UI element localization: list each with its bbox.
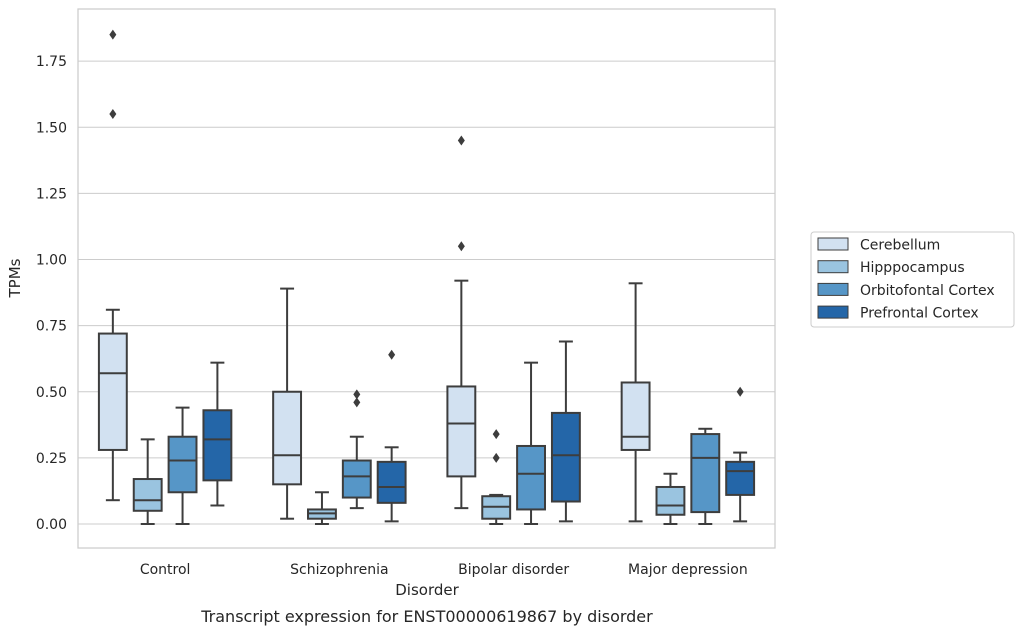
x-tick-label: Control (140, 562, 191, 578)
box-hipppocampus (481, 429, 512, 525)
legend-label: Cerebellum (860, 238, 940, 254)
legend-swatch (817, 237, 849, 251)
box-prefrontal-cortex (376, 349, 407, 523)
box-cerebellum (620, 282, 651, 523)
box-hipppocampus (655, 472, 686, 525)
box-prefrontal-cortex (550, 340, 581, 523)
box-body (516, 444, 546, 511)
box-layer (97, 29, 756, 525)
box-body (446, 385, 477, 478)
x-tick-label: Bipolar disorder (458, 562, 569, 578)
box-body (376, 460, 407, 504)
box-body (272, 390, 303, 486)
x-tick-label: Major depression (628, 562, 748, 578)
y-tick-label: 1.75 (36, 54, 67, 70)
legend-swatch (817, 305, 849, 319)
box-body (655, 485, 686, 516)
legend-swatch (817, 260, 849, 274)
legend-frame (810, 231, 1015, 328)
outlier-point (353, 389, 361, 400)
legend-swatch (817, 282, 849, 296)
legend-label: Hipppocampus (860, 260, 965, 276)
box-cerebellum (446, 135, 477, 510)
outlier-point (457, 241, 465, 252)
box-orbitofontal-cortex (167, 406, 198, 525)
box-body (725, 460, 756, 496)
x-axis-label: Disorder (395, 581, 459, 599)
box-body (132, 478, 163, 512)
box-body (341, 459, 372, 499)
legend-label: Orbitofontal Cortex (860, 283, 995, 299)
plot-area-frame (77, 8, 776, 549)
outlier-point (492, 452, 500, 463)
box-cerebellum (272, 287, 303, 520)
x-tick-label: Schizophrenia (290, 562, 388, 578)
outlier-point (109, 29, 117, 40)
y-axis-ticks: 0.00 0.25 0.50 0.75 1.00 1.25 1.50 1.75 (36, 54, 67, 533)
outlier-point (109, 109, 117, 120)
box-orbitofontal-cortex (516, 361, 546, 525)
x-axis-ticks: Control Schizophrenia Bipolar disorder Majo… (140, 562, 748, 578)
box-orbitofontal-cortex (341, 389, 372, 510)
y-tick-label: 1.50 (36, 120, 67, 136)
box-cerebellum (97, 29, 128, 502)
box-hipppocampus (132, 438, 163, 525)
box-body (202, 409, 233, 482)
outlier-point (388, 349, 396, 360)
outlier-point (353, 397, 361, 408)
box-prefrontal-cortex (202, 361, 233, 507)
box-prefrontal-cortex (725, 386, 756, 523)
y-tick-label: 1.00 (36, 253, 67, 269)
outlier-point (736, 386, 744, 397)
y-tick-label: 0.25 (36, 451, 67, 467)
legend: Cerebellum Hipppocampus Orbitofontal Corte… (810, 231, 1015, 328)
y-tick-label: 1.25 (36, 186, 67, 202)
box-hipppocampus (307, 491, 337, 525)
y-tick-label: 0.50 (36, 385, 67, 401)
box-body (620, 381, 651, 451)
box-body (167, 435, 198, 494)
y-tick-label: 0.00 (36, 517, 67, 533)
outlier-point (457, 135, 465, 146)
y-tick-label: 0.75 (36, 319, 67, 335)
box-body (550, 411, 581, 503)
outlier-point (492, 429, 500, 440)
box-body (97, 332, 128, 451)
y-axis-label: TPMs (6, 258, 24, 298)
box-body (690, 433, 721, 514)
legend-label: Prefrontal Cortex (860, 306, 979, 322)
box-orbitofontal-cortex (690, 427, 721, 525)
chart-caption: Transcript expression for ENST0000061986… (200, 607, 653, 626)
